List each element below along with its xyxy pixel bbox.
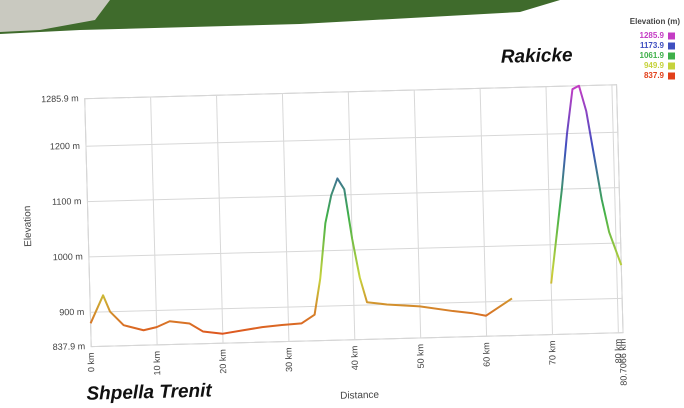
legend-label: 1061.9 [640,51,665,60]
legend-title: Elevation (m) [630,17,681,26]
grid-line [90,298,622,312]
legend-swatch [668,73,675,80]
y-tick-label: 837.9 m [53,341,86,352]
x-tick-label: 70 km [547,340,558,365]
x-tick-label: 30 km [283,347,294,372]
grid-line [414,90,420,338]
legend-label: 1173.9 [640,41,665,50]
x-tick-label: 60 km [481,342,492,367]
x-tick-label: 50 km [415,344,426,369]
grid-line [480,88,486,336]
legend-label: 1285.9 [640,31,665,40]
grid-line [217,95,223,343]
chart: Elevation Distance Rakicke Shpella Treni… [0,0,684,408]
x-tick-label: 40 km [349,346,360,371]
legend-swatch [668,53,675,60]
grid-line [85,85,617,99]
legend-label: 949.9 [644,61,665,70]
y-tick-label: 1200 m [50,141,80,152]
x-tick-label: 80.7066 km [618,339,629,386]
legend-swatch [668,43,675,50]
grid-line [546,87,552,335]
y-axis-label: Elevation [22,206,34,247]
legend-swatch [668,33,675,40]
grid-line [282,94,288,342]
annotation: Shpella Trenit [86,380,212,404]
plot-group: Elevation Distance Rakicke Shpella Treni… [18,44,629,408]
y-tick-label: 1285.9 m [41,93,79,104]
x-axis-label: Distance [340,390,380,402]
x-tick-label: 0 km [86,352,97,372]
y-tick-label: 900 m [59,307,84,318]
legend-label: 837.9 [644,71,665,80]
grid-line [86,132,618,146]
grid-line [151,97,157,345]
annotation: Rakicke [501,45,574,68]
page: Elevation Distance Rakicke Shpella Treni… [0,0,684,408]
legend-swatch [668,63,675,70]
y-tick-label: 1100 m [52,196,82,207]
x-tick-label: 10 km [152,351,163,376]
grid-line [91,333,623,347]
grid-line [85,99,91,347]
x-tick-label: 20 km [218,349,229,374]
y-tick-label: 1000 m [53,251,83,262]
grid-line [87,188,619,202]
